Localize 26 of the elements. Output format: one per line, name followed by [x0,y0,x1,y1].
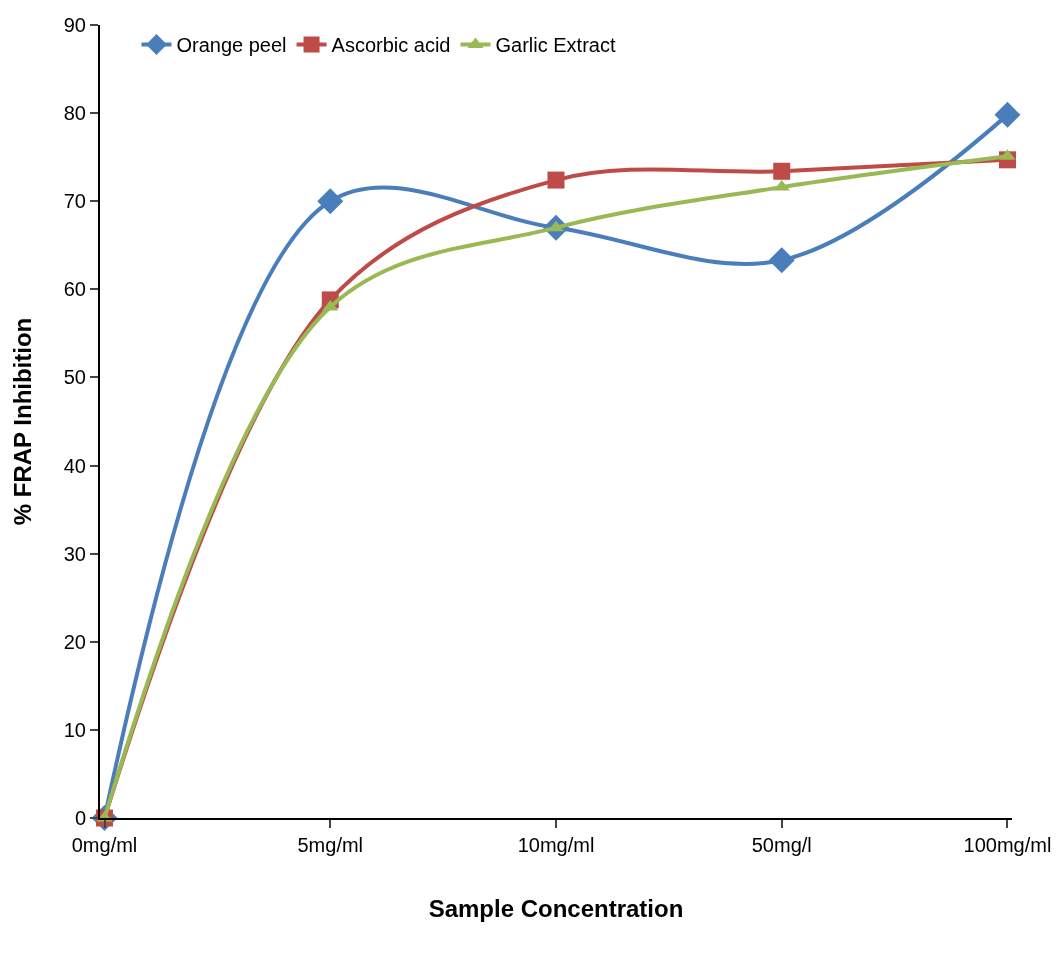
point [768,247,795,274]
x-axis-title: Sample Concentration [428,894,684,922]
point [994,101,1021,128]
y-tick-label: 10 [63,718,86,741]
legend-label: Garlic Extract [495,34,616,57]
y-tick-label: 50 [63,366,86,389]
point [322,299,339,311]
x-tick-label: 50mg/l [751,834,812,856]
x-tick-label: 10mg/ml [517,834,595,856]
y-tick-label: 60 [63,278,86,301]
y-tick-label: 70 [63,190,86,213]
y-tick-label: 30 [63,542,86,565]
y-tick-label: 20 [63,630,86,653]
x-tick-label: 0mg/ml [71,834,138,856]
legend-label: Ascorbic acid [331,34,451,57]
y-tick-label: 80 [63,102,86,125]
legend-label: Orange peel [176,34,287,57]
y-tick-label: 0 [74,807,86,829]
x-tick-label: 100mg/ml [963,834,1052,856]
point [547,171,565,189]
y-tick-label: 40 [63,454,86,477]
y-tick-label: 90 [63,14,86,36]
point [317,188,344,215]
y-axis-title: % FRAP Inhibition [9,317,37,526]
x-tick-label: 5mg/ml [297,834,364,856]
point [773,162,791,180]
